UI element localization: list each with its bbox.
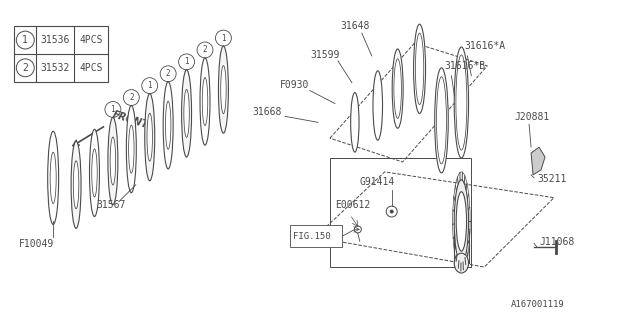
Text: F10049: F10049 [19, 239, 54, 249]
Text: 1: 1 [22, 35, 28, 45]
Ellipse shape [373, 71, 383, 140]
Text: 31668: 31668 [252, 108, 282, 117]
Text: G91414: G91414 [360, 177, 395, 187]
Text: 2: 2 [166, 69, 170, 78]
Ellipse shape [126, 106, 136, 193]
Text: 35211: 35211 [537, 174, 566, 184]
Ellipse shape [392, 49, 403, 128]
Ellipse shape [165, 101, 171, 149]
Text: 31616*A: 31616*A [465, 41, 506, 51]
Ellipse shape [71, 141, 81, 228]
Bar [14, 26, 108, 82]
Text: 2: 2 [203, 45, 207, 54]
Text: 31599: 31599 [310, 50, 339, 60]
Bar [330, 158, 471, 267]
Text: 1: 1 [184, 57, 189, 66]
Ellipse shape [129, 125, 134, 173]
Ellipse shape [415, 33, 424, 105]
Text: 4PCS: 4PCS [79, 63, 103, 73]
Ellipse shape [413, 24, 426, 113]
Ellipse shape [145, 93, 155, 181]
Text: 1: 1 [111, 105, 115, 114]
Text: 31648: 31648 [340, 21, 369, 31]
Text: J20881: J20881 [514, 112, 549, 122]
Text: FRONT: FRONT [111, 110, 149, 131]
Ellipse shape [454, 47, 468, 158]
Bar [290, 225, 342, 247]
Ellipse shape [90, 129, 99, 217]
Ellipse shape [184, 89, 189, 137]
Text: E00612: E00612 [335, 200, 370, 210]
Text: 31536: 31536 [40, 35, 70, 45]
Ellipse shape [108, 117, 118, 204]
Text: A167001119: A167001119 [511, 300, 565, 309]
Ellipse shape [92, 149, 97, 197]
Ellipse shape [50, 152, 56, 204]
Ellipse shape [147, 113, 152, 161]
Text: 1: 1 [221, 34, 226, 43]
Text: 2: 2 [129, 93, 134, 102]
Ellipse shape [456, 55, 467, 150]
Ellipse shape [394, 59, 401, 118]
Ellipse shape [435, 68, 448, 173]
Ellipse shape [202, 77, 208, 125]
Circle shape [390, 210, 394, 213]
Text: 31567: 31567 [96, 200, 125, 210]
Ellipse shape [182, 70, 191, 157]
Polygon shape [531, 147, 545, 175]
Text: 31532: 31532 [40, 63, 70, 73]
Text: 31616*B: 31616*B [444, 61, 486, 71]
Ellipse shape [351, 92, 359, 152]
Text: 4PCS: 4PCS [79, 35, 103, 45]
Ellipse shape [163, 82, 173, 169]
Ellipse shape [454, 253, 468, 273]
Text: 1: 1 [147, 81, 152, 90]
Ellipse shape [436, 77, 447, 164]
Ellipse shape [221, 66, 226, 114]
Text: F0930: F0930 [280, 80, 310, 90]
Ellipse shape [110, 137, 116, 185]
Ellipse shape [48, 131, 59, 224]
Ellipse shape [74, 161, 79, 209]
Ellipse shape [218, 46, 228, 133]
Ellipse shape [200, 58, 210, 145]
Text: 2: 2 [22, 63, 28, 73]
Ellipse shape [456, 192, 467, 251]
Ellipse shape [454, 180, 468, 263]
Text: FIG.150: FIG.150 [293, 232, 331, 241]
Text: J11068: J11068 [539, 237, 574, 247]
